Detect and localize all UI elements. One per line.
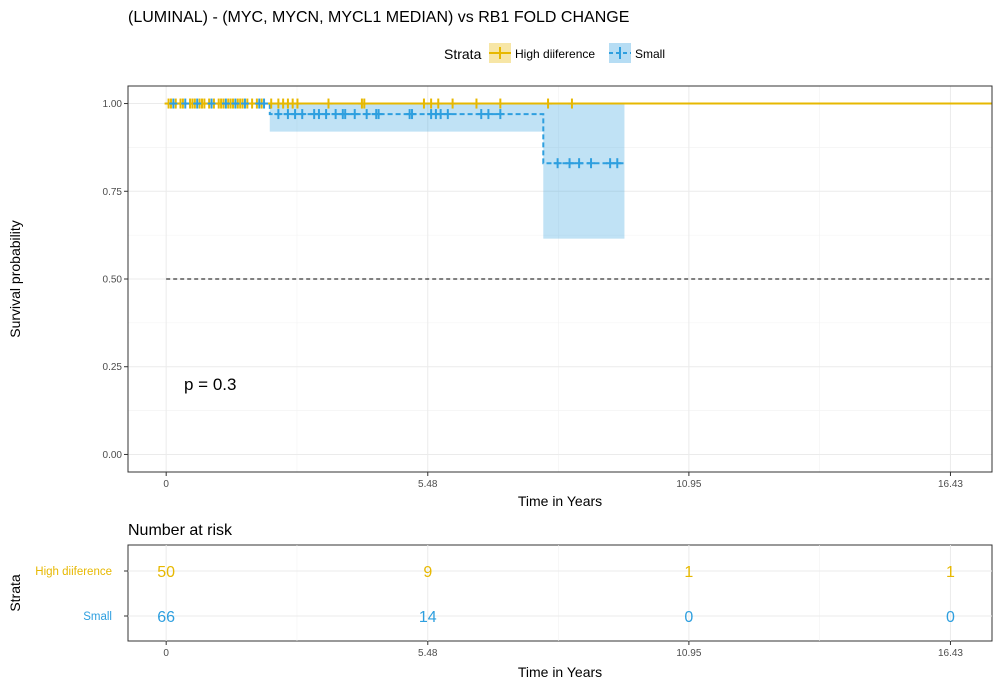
legend-item-high: High diiference bbox=[489, 43, 595, 63]
risk-table-title: Number at risk bbox=[128, 522, 233, 539]
confidence-band bbox=[269, 103, 544, 132]
legend-label-small: Small bbox=[635, 47, 665, 61]
y-axis-label: Survival probability bbox=[7, 220, 23, 338]
risk-x-axis-label: Time in Years bbox=[518, 664, 602, 680]
p-value-annotation: p = 0.3 bbox=[184, 375, 236, 394]
y-axis-ticks: 0.00 0.25 0.50 0.75 1.00 bbox=[103, 99, 128, 461]
risk-strata-label: Small bbox=[83, 611, 112, 623]
risk-x-tick-label: 16.43 bbox=[938, 648, 963, 659]
risk-count: 9 bbox=[423, 564, 432, 581]
y-tick-label: 1.00 bbox=[103, 99, 123, 110]
main-panel: p = 0.3 bbox=[127, 85, 993, 473]
confidence-band bbox=[543, 103, 625, 239]
risk-grid bbox=[128, 545, 992, 641]
risk-table-panel: 50 9 1 1 66 14 0 0 bbox=[127, 544, 993, 642]
chart-title: (LUMINAL) - (MYC, MYCN, MYCL1 MEDIAN) vs… bbox=[128, 9, 629, 26]
x-tick-label: 0 bbox=[163, 479, 169, 490]
confidence-bands bbox=[269, 103, 625, 239]
risk-strata-labels: High diiference Small bbox=[35, 566, 128, 623]
x-tick-label: 10.95 bbox=[676, 479, 701, 490]
y-tick-label: 0.00 bbox=[103, 450, 123, 461]
risk-table-rows: 50 9 1 1 66 14 0 0 bbox=[157, 564, 955, 626]
risk-y-axis-label: Strata bbox=[7, 574, 23, 612]
risk-count: 0 bbox=[684, 609, 693, 626]
risk-count: 0 bbox=[946, 609, 955, 626]
risk-x-axis-ticks: 0 5.48 10.95 16.43 bbox=[163, 641, 963, 659]
x-tick-label: 16.43 bbox=[938, 479, 963, 490]
risk-x-tick-label: 5.48 bbox=[418, 648, 438, 659]
y-tick-label: 0.25 bbox=[103, 362, 123, 373]
y-tick-label: 0.50 bbox=[103, 275, 123, 286]
x-tick-label: 5.48 bbox=[418, 479, 438, 490]
legend-title: Strata bbox=[444, 46, 482, 62]
risk-count: 1 bbox=[946, 564, 955, 581]
risk-panel-border bbox=[127, 544, 993, 642]
x-axis-label: Time in Years bbox=[518, 493, 602, 509]
risk-x-tick-label: 10.95 bbox=[676, 648, 701, 659]
risk-x-tick-label: 0 bbox=[163, 648, 169, 659]
risk-strata-label: High diiference bbox=[35, 566, 112, 578]
censor-marks bbox=[164, 98, 622, 169]
legend-label-high: High diiference bbox=[515, 47, 595, 61]
legend: Strata High diiference Small bbox=[444, 43, 665, 63]
risk-count: 66 bbox=[157, 609, 175, 626]
risk-count: 1 bbox=[684, 564, 693, 581]
risk-count: 14 bbox=[419, 609, 437, 626]
y-tick-label: 0.75 bbox=[103, 187, 123, 198]
legend-item-small: Small bbox=[609, 43, 665, 63]
risk-count: 50 bbox=[157, 564, 175, 581]
x-axis-ticks: 0 5.48 10.95 16.43 bbox=[163, 472, 963, 490]
